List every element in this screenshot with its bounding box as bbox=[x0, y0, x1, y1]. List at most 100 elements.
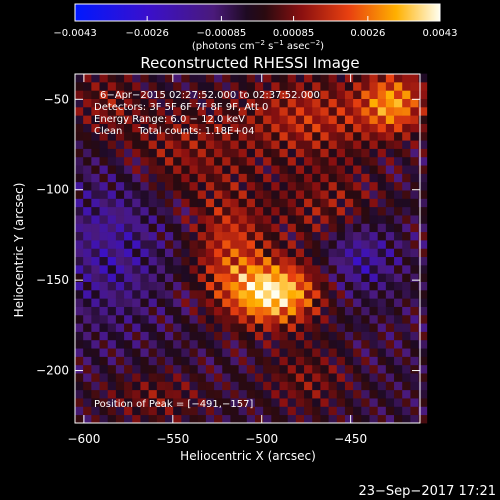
heatmap-cell bbox=[254, 240, 264, 249]
heatmap-cell bbox=[254, 273, 264, 282]
heatmap-cell bbox=[336, 248, 346, 258]
heatmap-cell bbox=[295, 123, 305, 133]
heatmap-cell bbox=[164, 181, 174, 191]
heatmap-cell bbox=[115, 98, 125, 108]
heatmap-cell bbox=[156, 223, 166, 233]
heatmap-cell bbox=[361, 348, 370, 357]
heatmap-cell bbox=[328, 364, 338, 374]
heatmap-cell bbox=[148, 115, 158, 124]
heatmap-cell bbox=[344, 148, 354, 158]
heatmap-cell bbox=[83, 156, 92, 166]
heatmap-cell bbox=[254, 256, 264, 266]
heatmap-cell bbox=[320, 306, 329, 316]
heatmap-cell bbox=[181, 198, 190, 208]
heatmap-cell bbox=[353, 123, 362, 133]
heatmap-cell bbox=[377, 298, 387, 307]
heatmap-cell bbox=[148, 123, 158, 133]
heatmap-cell bbox=[238, 131, 248, 141]
heatmap-cell bbox=[246, 331, 256, 341]
heatmap-cell bbox=[75, 131, 84, 141]
heatmap-cell bbox=[197, 215, 207, 224]
heatmap-cell bbox=[320, 406, 329, 416]
heatmap-cell bbox=[418, 273, 428, 282]
heatmap-cell bbox=[115, 364, 125, 374]
heatmap-cell bbox=[189, 339, 199, 349]
heatmap-cell bbox=[75, 373, 84, 382]
heatmap-cell bbox=[238, 215, 248, 224]
heatmap-cell bbox=[304, 206, 313, 216]
heatmap-cell bbox=[181, 73, 190, 83]
heatmap-cell bbox=[271, 289, 280, 299]
heatmap-cell bbox=[377, 289, 387, 299]
heatmap-cell bbox=[214, 256, 223, 266]
heatmap-cell bbox=[238, 223, 248, 233]
heatmap-cell bbox=[279, 231, 289, 241]
heatmap-cell bbox=[312, 206, 321, 216]
heatmap-cell bbox=[377, 406, 387, 416]
heatmap-cell bbox=[230, 206, 240, 216]
heatmap-cell bbox=[295, 115, 305, 124]
heatmap-cell bbox=[246, 106, 256, 116]
heatmap-cell bbox=[320, 348, 329, 357]
heatmap-cell bbox=[181, 123, 190, 133]
heatmap-cell bbox=[377, 348, 387, 357]
heatmap-cell bbox=[156, 273, 166, 282]
heatmap-cell bbox=[402, 223, 411, 233]
heatmap-cell bbox=[246, 356, 256, 366]
heatmap-cell bbox=[336, 165, 346, 174]
heatmap-cell bbox=[181, 106, 190, 116]
heatmap-cell bbox=[377, 140, 387, 149]
heatmap-cell bbox=[214, 248, 223, 258]
heatmap-cell bbox=[344, 373, 354, 382]
heatmap-cell bbox=[173, 289, 182, 299]
heatmap-cell bbox=[402, 90, 411, 99]
heatmap-cell bbox=[164, 131, 174, 141]
peak-position-label: Position of Peak = [−491,−157] bbox=[94, 399, 253, 410]
heatmap-cell bbox=[181, 339, 190, 349]
heatmap-cell bbox=[287, 165, 297, 174]
heatmap-cell bbox=[75, 364, 84, 374]
heatmap-cell bbox=[148, 165, 158, 174]
heatmap-cell bbox=[214, 131, 223, 141]
heatmap-cell bbox=[369, 264, 379, 274]
heatmap-cell bbox=[263, 389, 272, 399]
heatmap-cell bbox=[140, 90, 150, 99]
heatmap-cell bbox=[173, 123, 182, 133]
heatmap-cell bbox=[214, 389, 223, 399]
heatmap-cell bbox=[385, 248, 395, 258]
heatmap-cell bbox=[148, 389, 158, 399]
heatmap-cell bbox=[91, 173, 100, 183]
heatmap-cell bbox=[353, 173, 362, 183]
heatmap-cell bbox=[279, 165, 289, 174]
heatmap-cell bbox=[124, 173, 133, 183]
heatmap-cell bbox=[254, 323, 264, 332]
heatmap-cell bbox=[107, 273, 117, 282]
heatmap-cell bbox=[197, 106, 207, 116]
heatmap-cell bbox=[107, 240, 117, 249]
heatmap-cell bbox=[124, 264, 133, 274]
heatmap-cell bbox=[254, 348, 264, 357]
heatmap-cell bbox=[148, 331, 158, 341]
heatmap-cell bbox=[148, 281, 158, 291]
heatmap-cell bbox=[377, 264, 387, 274]
heatmap-cell bbox=[295, 148, 305, 158]
heatmap-cell bbox=[124, 165, 133, 174]
heatmap-cell bbox=[328, 165, 338, 174]
heatmap-cell bbox=[295, 181, 305, 191]
heatmap-cell bbox=[197, 264, 207, 274]
heatmap-cell bbox=[214, 348, 223, 357]
heatmap-cell bbox=[107, 289, 117, 299]
heatmap-cell bbox=[402, 264, 411, 274]
heatmap-cell bbox=[173, 90, 182, 99]
heatmap-cell bbox=[132, 81, 141, 91]
heatmap-cell bbox=[353, 414, 362, 424]
heatmap-cell bbox=[304, 356, 313, 366]
heatmap-cell bbox=[148, 323, 158, 332]
heatmap-cell bbox=[418, 240, 428, 249]
heatmap-cell bbox=[140, 223, 150, 233]
heatmap-cell bbox=[361, 364, 370, 374]
heatmap-cell bbox=[173, 356, 182, 366]
heatmap-cell bbox=[124, 389, 133, 399]
heatmap-cell bbox=[394, 181, 403, 191]
heatmap-cell bbox=[394, 148, 403, 158]
